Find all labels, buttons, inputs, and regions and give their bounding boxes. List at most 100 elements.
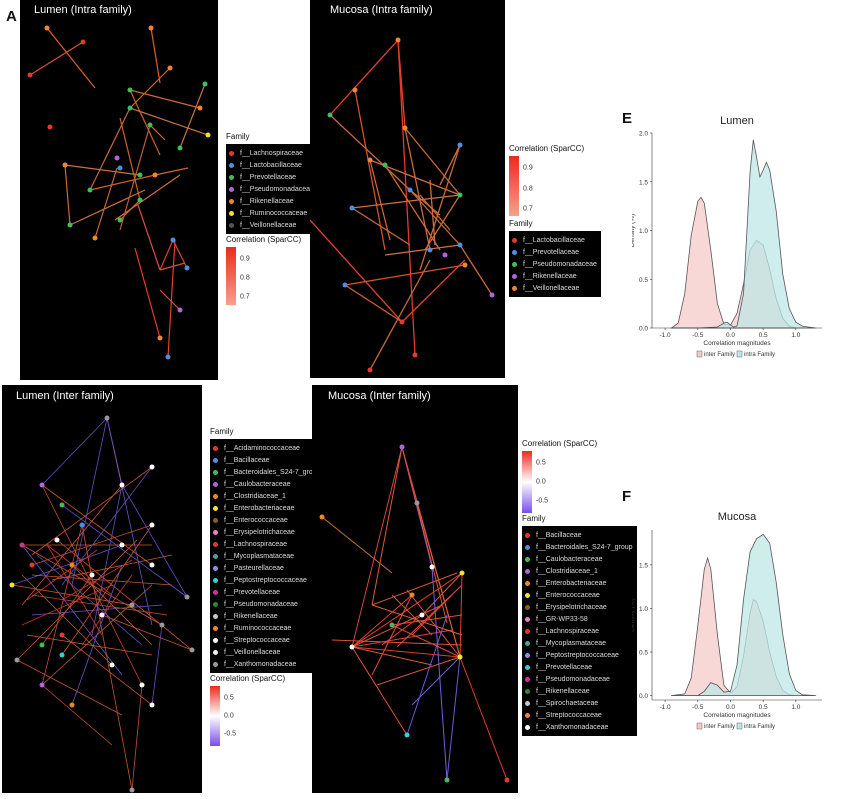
y-tick-label: 1.0 [639, 228, 648, 235]
legend-color-swatch [213, 661, 218, 667]
legend-item: f__Bacillaceae [525, 529, 633, 541]
legend-item: f__Rikenellaceae [213, 610, 321, 622]
network-panel-c: Lumen (Inter family) [2, 385, 202, 793]
legend-item: f__Xanthomonadaceae [525, 721, 633, 733]
density-plot-f: Mucosa 0.0 0.5 1.0 1.5 -1.0 -0.5 0.0 0.5 1.0 Corre… [632, 511, 822, 730]
legend-color-swatch [512, 273, 517, 279]
legend-color-swatch [213, 529, 218, 535]
legend-item: f__Pseudomonadaceae [213, 598, 321, 610]
legend-item: f__Lachnospiraceae [525, 625, 633, 637]
legend-item: f__Enterobacteriaceae [213, 502, 321, 514]
legend-color-swatch [525, 532, 530, 538]
legend-color-swatch [213, 481, 218, 487]
legend-item: f__Caulobacteraceae [213, 478, 321, 490]
legend-color-swatch [525, 676, 530, 682]
legend-color-swatch [213, 577, 218, 583]
legend-item: f__Prevotellaceae [229, 171, 314, 183]
network-panel-b: Mucosa (Intra family) [310, 0, 505, 378]
colorbar-tick: 0.5 [224, 694, 234, 702]
legend-a-corr-header: Correlation (SparCC) [226, 235, 302, 244]
legend-color-swatch [525, 544, 530, 550]
colorbar-tick: 0.9 [240, 255, 250, 263]
legend-item: f__Enterococcaceae [525, 589, 633, 601]
legend-item: f__Pseudomonadaceae [512, 258, 597, 270]
legend-item: f__Acidaminococcaceae [213, 442, 321, 454]
colorbar-tick: 0.7 [240, 293, 250, 301]
x-tick-label: 0.5 [759, 332, 768, 339]
legend-color-swatch [229, 222, 234, 228]
density-plot-e: Lumen 0.0 0.5 1.0 1.5 2.0 -1.0 -0.5 0.0 0.5 1.0 Cor… [632, 115, 822, 358]
legend-item: f__Streptococcaceae [525, 709, 633, 721]
y-tick-label: 0.0 [639, 693, 648, 700]
legend-item: f__Veillonellaceae [229, 219, 314, 231]
legend-item: f__Bacteroidales_S24-7_group [213, 466, 321, 478]
legend-color-swatch [525, 592, 530, 598]
colorbar-tick: -0.5 [536, 497, 549, 505]
colorbar-tick: 0.5 [536, 459, 546, 467]
legend-color-swatch [213, 637, 218, 643]
legend-item: f__Ruminococcaceae [213, 622, 321, 634]
density-legend: inter Family intra Family [696, 722, 775, 730]
x-tick-label: -1.0 [659, 332, 671, 339]
legend-item: f__Veillonellaceae [512, 282, 597, 294]
legend-d-family-header: Family [522, 514, 546, 523]
y-axis-label: Density (%) [632, 214, 636, 248]
legend-item: f__Clostridiaceae_1 [213, 490, 321, 502]
legend-item: f__Mycoplasmataceae [213, 550, 321, 562]
legend-color-swatch [213, 541, 218, 547]
x-tick-label: 0.5 [759, 704, 768, 711]
legend-color-swatch [525, 712, 530, 718]
panel-letter-f: F [622, 488, 632, 505]
legend-a: Family f__Lachnospiraceae f__Lactobacill… [226, 133, 318, 305]
legend-color-swatch [525, 664, 530, 670]
legend-color-swatch [229, 186, 234, 192]
legend-c-family-list: f__Acidaminococcaceae f__Bacillaceae f__… [210, 439, 325, 673]
legend-item: f__Prevotellaceae [213, 586, 321, 598]
legend-label: intra Family [744, 724, 775, 730]
chart-title: Mucosa [718, 511, 757, 523]
legend-item: f__Lachnospiraceae [213, 538, 321, 550]
legend-d-colorbar: 0.5 0.0 -0.5 [522, 451, 637, 513]
legend-item: f__Veillonellaceae [213, 646, 321, 658]
x-tick-label: 1.0 [791, 704, 800, 711]
y-tick-label: 0.5 [639, 650, 648, 657]
legend-color-swatch [229, 198, 234, 204]
legend-color-swatch [213, 589, 218, 595]
legend-color-swatch [512, 261, 517, 267]
legend-color-swatch [229, 174, 234, 180]
panel-letter-a: A [6, 8, 17, 25]
colorbar-tick: 0.7 [523, 205, 533, 213]
legend-item: f__Erysipelotrichaceae [525, 601, 633, 613]
colorbar-gradient [509, 156, 519, 216]
legend-color-swatch [512, 249, 517, 255]
legend-color-swatch [213, 457, 218, 463]
network-graph-c [9, 415, 195, 793]
legend-b-corr-header: Correlation (SparCC) [509, 144, 585, 153]
colorbar-tick: 0.9 [523, 164, 533, 172]
legend-color-swatch [525, 604, 530, 610]
y-axis-label: Density (%) [632, 598, 636, 632]
legend-swatch [736, 350, 743, 358]
legend-b: Correlation (SparCC) 0.9 0.8 0.7 Family … [509, 145, 601, 297]
legend-color-swatch [213, 517, 218, 523]
legend-color-swatch [525, 640, 530, 646]
legend-item: f__Rikenellaceae [512, 270, 597, 282]
legend-color-swatch [525, 568, 530, 574]
colorbar-gradient [522, 451, 532, 513]
x-tick-label: -0.5 [692, 704, 704, 711]
legend-item: f__Bacteroidales_S24-7_group [525, 541, 633, 553]
colorbar-tick: 0.8 [240, 274, 250, 282]
legend-color-swatch [213, 505, 218, 511]
legend-label: inter Family [704, 724, 735, 730]
legend-c-colorbar: 0.5 0.0 -0.5 [210, 686, 325, 746]
legend-color-swatch [229, 150, 234, 156]
legend-item: f__Clostridiaceae_1 [525, 565, 633, 577]
network-panel-a: Lumen (Intra family) [20, 0, 218, 380]
legend-a-family-header: Family [226, 132, 250, 141]
legend-swatch [736, 722, 743, 730]
legend-color-swatch [229, 210, 234, 216]
legend-a-colorbar: 0.9 0.8 0.7 [226, 247, 318, 305]
legend-item: f__Ruminococcaceae [229, 207, 314, 219]
legend-item: f__Lachnospiraceae [229, 147, 314, 159]
legend-color-swatch [213, 553, 218, 559]
